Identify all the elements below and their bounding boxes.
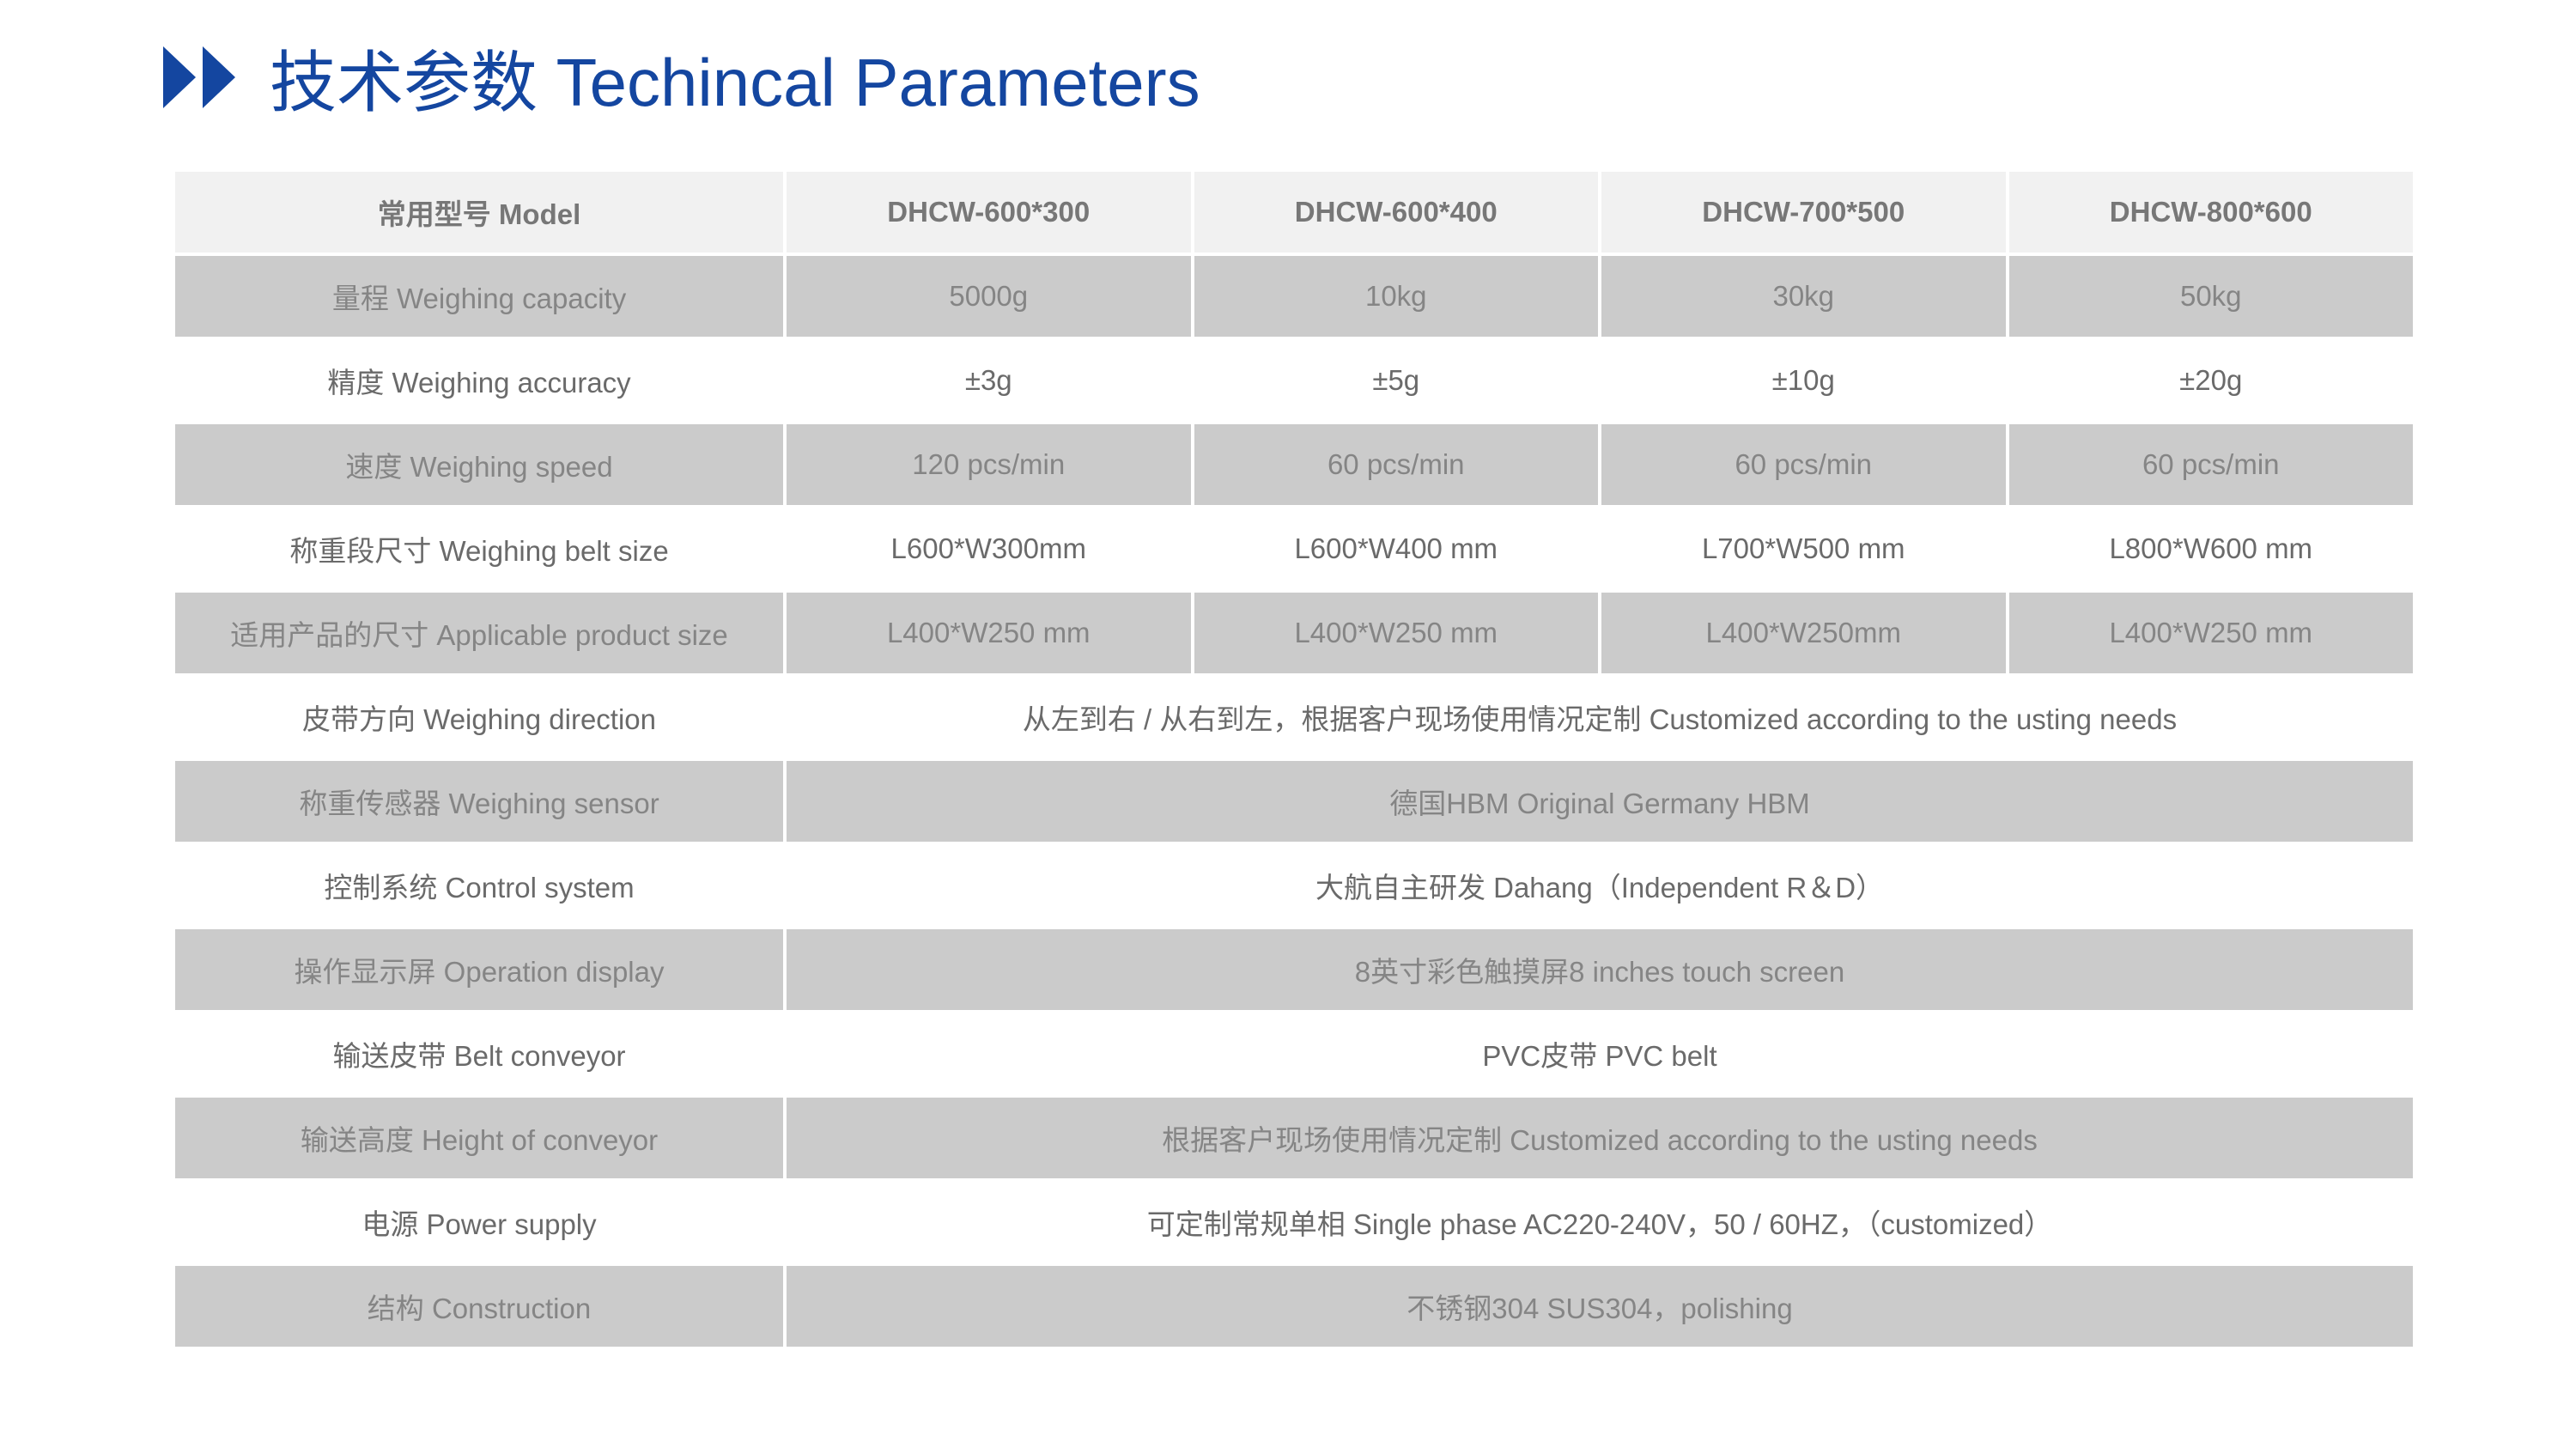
table-row: 皮带方向 Weighing direction 从左到右 / 从右到左，根据客户现…: [175, 677, 2413, 757]
table-row: 输送高度 Height of conveyor 根据客户现场使用情况定制 Cust…: [175, 1098, 2413, 1178]
row-label: 操作显示屏 Operation display: [175, 929, 783, 1010]
page-header: 技术参数 Techincal Parameters: [163, 34, 1200, 120]
table-row: 称重段尺寸 Weighing belt size L600*W300mm L600*…: [175, 508, 2413, 589]
row-label: 量程 Weighing capacity: [175, 256, 783, 337]
page-title: 技术参数 Techincal Parameters: [270, 45, 1200, 120]
table-row: 适用产品的尺寸 Applicable product size L400*W250…: [175, 593, 2413, 673]
row-label: 输送皮带 Belt conveyor: [175, 1013, 783, 1094]
parameters-table: 常用型号 Model DHCW-600*300 DHCW-600*400 DHCW-7…: [172, 168, 2416, 1350]
row-value: 30kg: [1601, 256, 2006, 337]
row-value: 50kg: [2008, 256, 2413, 337]
row-value: 从左到右 / 从右到左，根据客户现场使用情况定制 Customized acco…: [787, 677, 2413, 757]
row-value: 10kg: [1194, 256, 1598, 337]
row-value: 120 pcs/min: [787, 424, 1191, 505]
row-label: 精度 Weighing accuracy: [175, 340, 783, 421]
row-label: 称重传感器 Weighing sensor: [175, 761, 783, 842]
table-row: 输送皮带 Belt conveyor PVC皮带 PVC belt: [175, 1013, 2413, 1094]
row-value: L800*W600 mm: [2008, 508, 2413, 589]
table-row: 精度 Weighing accuracy ±3g ±5g ±10g ±20g: [175, 340, 2413, 421]
row-value: 可定制常规单相 Single phase AC220-240V，50 / 60H…: [787, 1182, 2413, 1262]
row-value: 根据客户现场使用情况定制 Customized according to the…: [787, 1098, 2413, 1178]
header-cell-model: 常用型号 Model: [175, 172, 783, 252]
row-value: L600*W400 mm: [1194, 508, 1598, 589]
row-value: L400*W250 mm: [2008, 593, 2413, 673]
row-value: 不锈钢304 SUS304，polishing: [787, 1266, 2413, 1347]
row-value: L400*W250 mm: [787, 593, 1191, 673]
table-row: 控制系统 Control system 大航自主研发 Dahang（Indepen…: [175, 845, 2413, 926]
header-cell-model-name: DHCW-600*300: [787, 172, 1191, 252]
row-value: L400*W250 mm: [1194, 593, 1598, 673]
row-value: ±3g: [787, 340, 1191, 421]
row-value: 60 pcs/min: [1194, 424, 1598, 505]
row-value: L600*W300mm: [787, 508, 1191, 589]
table-row: 称重传感器 Weighing sensor 德国HBM Original Germ…: [175, 761, 2413, 842]
row-value: ±5g: [1194, 340, 1598, 421]
row-label: 输送高度 Height of conveyor: [175, 1098, 783, 1178]
row-value: 大航自主研发 Dahang（Independent R＆D）: [787, 845, 2413, 926]
row-label: 速度 Weighing speed: [175, 424, 783, 505]
header-cell-model-name: DHCW-600*400: [1194, 172, 1598, 252]
row-value: PVC皮带 PVC belt: [787, 1013, 2413, 1094]
row-label: 控制系统 Control system: [175, 845, 783, 926]
table-row: 速度 Weighing speed 120 pcs/min 60 pcs/min 60…: [175, 424, 2413, 505]
row-label: 电源 Power supply: [175, 1182, 783, 1262]
table-row: 结构 Construction 不锈钢304 SUS304，polishing: [175, 1266, 2413, 1347]
table-row: 操作显示屏 Operation display 8英寸彩色触摸屏8 inches …: [175, 929, 2413, 1010]
row-value: L400*W250mm: [1601, 593, 2006, 673]
double-play-arrow-icon: [163, 46, 235, 108]
row-value: 8英寸彩色触摸屏8 inches touch screen: [787, 929, 2413, 1010]
table-row: 电源 Power supply 可定制常规单相 Single phase AC22…: [175, 1182, 2413, 1262]
table-row: 量程 Weighing capacity 5000g 10kg 30kg 50kg: [175, 256, 2413, 337]
row-value: 60 pcs/min: [2008, 424, 2413, 505]
row-value: ±20g: [2008, 340, 2413, 421]
header-cell-model-name: DHCW-700*500: [1601, 172, 2006, 252]
row-value: 60 pcs/min: [1601, 424, 2006, 505]
row-label: 适用产品的尺寸 Applicable product size: [175, 593, 783, 673]
row-value: 5000g: [787, 256, 1191, 337]
row-label: 皮带方向 Weighing direction: [175, 677, 783, 757]
row-value: ±10g: [1601, 340, 2006, 421]
row-value: 德国HBM Original Germany HBM: [787, 761, 2413, 842]
header-cell-model-name: DHCW-800*600: [2008, 172, 2413, 252]
row-label: 结构 Construction: [175, 1266, 783, 1347]
row-value: L700*W500 mm: [1601, 508, 2006, 589]
table-header-row: 常用型号 Model DHCW-600*300 DHCW-600*400 DHCW-7…: [175, 172, 2413, 252]
row-label: 称重段尺寸 Weighing belt size: [175, 508, 783, 589]
